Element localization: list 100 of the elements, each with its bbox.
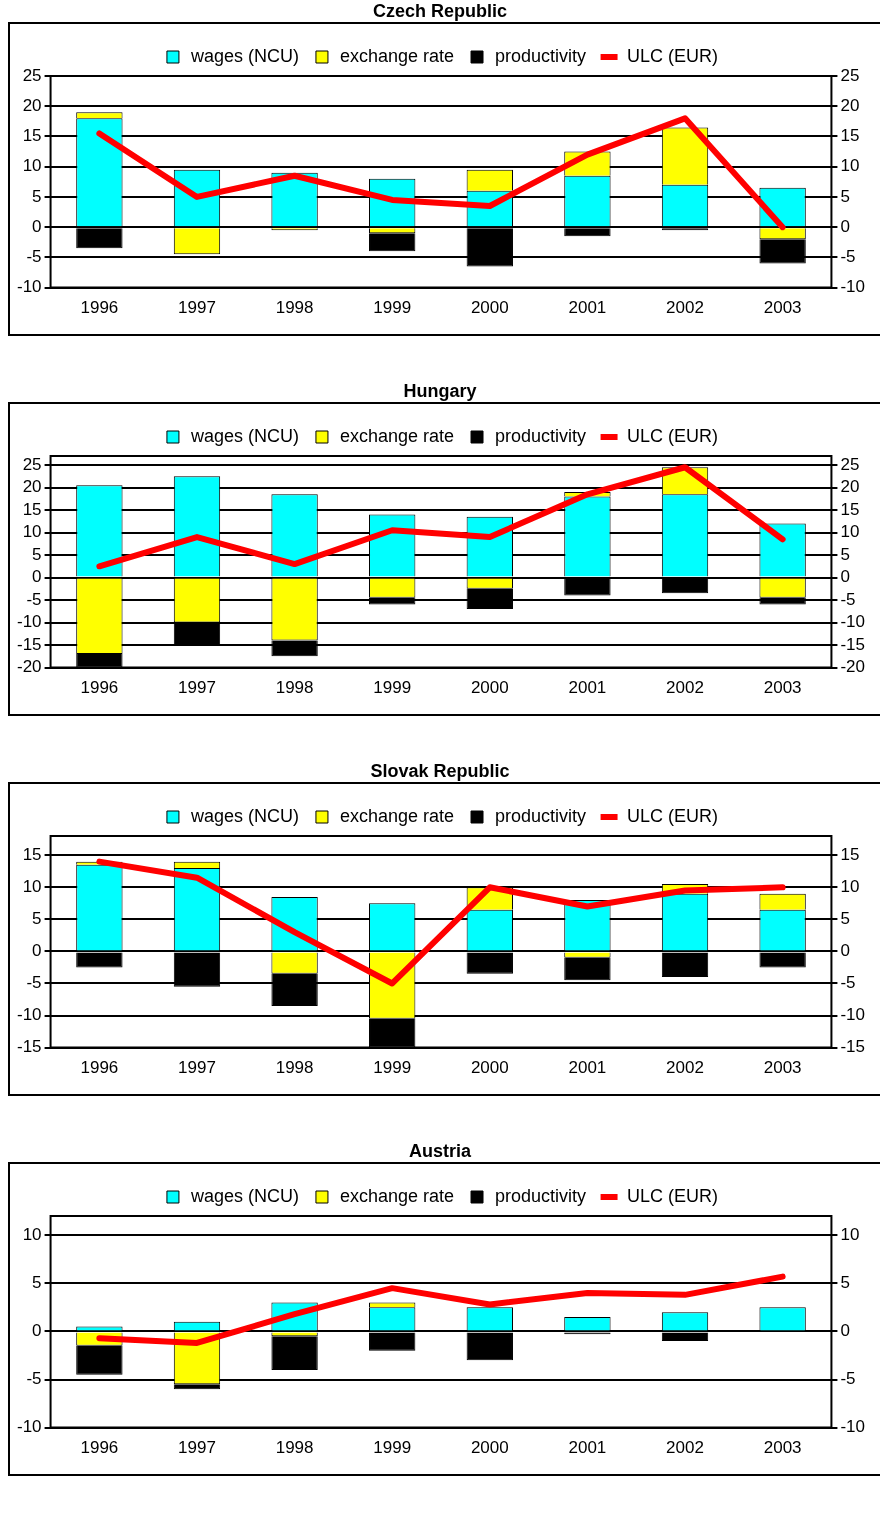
x-tick-label: 1997 [178,1058,216,1078]
x-tick-label: 2002 [666,678,704,698]
x-tick-label: 2002 [666,298,704,318]
y2-tick-label: 10 [840,876,860,896]
y2-tick-label: -10 [840,1417,866,1437]
legend-label: ULC (EUR) [627,425,719,446]
x-tick-label: 2003 [763,298,802,318]
legend-label: ULC (EUR) [627,1185,719,1206]
legend-label: ULC (EUR) [627,45,719,66]
x-tick-label: 2000 [470,1058,509,1078]
y2-tick-label: 0 [840,216,850,236]
y2-tick-label: 0 [840,1321,850,1341]
legend-label: ULC (EUR) [627,805,719,826]
x-tick-label: 1998 [275,298,314,318]
x-tick-label: 1996 [80,1058,119,1078]
chart-title: Slovak Republic [369,760,511,782]
y-tick-label: 10 [22,156,42,176]
y2-tick-label: 20 [840,477,860,497]
x-tick-label: 1997 [178,298,216,318]
y2-tick-label: -5 [840,973,856,993]
y-tick-label: -20 [16,657,42,677]
legend-label: exchange rate [339,45,455,66]
y-tick-label: 15 [22,844,42,864]
y-tick-label: -10 [16,612,42,632]
y-tick-label: -15 [16,1037,42,1057]
y-tick-label: 10 [22,1224,42,1244]
legend-label: exchange rate [339,425,455,446]
x-tick-label: 2000 [470,298,509,318]
x-tick-label: 2003 [763,678,802,698]
y2-tick-label: -10 [840,1005,866,1025]
y-tick-label: 0 [32,567,42,587]
x-tick-label: 2003 [763,1058,802,1078]
x-tick-label: 1997 [178,1438,216,1458]
y-tick-label: -10 [16,277,42,297]
legend-label: wages (NCU) [189,1185,299,1206]
y2-tick-label: 20 [840,95,860,115]
legend-label: wages (NCU) [189,425,299,446]
y-tick-label: 20 [22,95,42,115]
x-tick-label: 1996 [80,298,119,318]
y-tick-label: 10 [22,522,42,542]
y2-tick-label: -5 [840,589,856,609]
y-tick-label: -5 [26,1369,42,1389]
y2-tick-label: -15 [840,1037,866,1057]
x-tick-label: 2003 [763,1438,802,1458]
y2-tick-label: 15 [840,499,860,519]
x-tick-label: 1996 [80,1438,119,1458]
y2-tick-label: 5 [840,544,850,564]
x-tick-label: 2001 [568,1438,607,1458]
legend-label: wages (NCU) [189,45,299,66]
y2-tick-label: 0 [840,567,850,587]
x-tick-label: 1999 [373,298,412,318]
y-tick-label: 5 [32,186,42,206]
y-tick-label: -5 [26,247,42,267]
y2-tick-label: 15 [840,844,860,864]
x-tick-label: 2000 [470,678,509,698]
y-tick-label: 5 [32,909,42,929]
y2-tick-label: 10 [840,1224,860,1244]
y-tick-label: -5 [26,589,42,609]
y2-tick-label: 5 [840,186,850,206]
y-tick-label: -5 [26,973,42,993]
y2-tick-label: -15 [840,634,866,654]
y-tick-label: -10 [16,1417,42,1437]
y-tick-label: 10 [22,876,42,896]
x-tick-label: 2001 [568,678,607,698]
x-tick-label: 2000 [470,1438,509,1458]
y2-tick-label: -5 [840,1369,856,1389]
y-tick-label: -10 [16,1005,42,1025]
x-tick-label: 1999 [373,1438,412,1458]
y-tick-label: 25 [22,65,42,85]
legend-label: exchange rate [339,1185,455,1206]
y2-tick-label: -5 [840,247,856,267]
y2-tick-label: 25 [840,454,860,474]
y-tick-label: 0 [32,216,42,236]
chart-title: Hungary [402,380,478,402]
legend-label: productivity [495,425,587,446]
legend-label: wages (NCU) [189,805,299,826]
y-tick-label: 5 [32,1273,42,1293]
x-tick-label: 1999 [373,678,412,698]
x-tick-label: 2002 [666,1438,704,1458]
x-tick-label: 1996 [80,678,119,698]
x-tick-label: 1998 [275,1438,314,1458]
x-tick-label: 1998 [275,678,314,698]
x-tick-label: 2001 [568,1058,607,1078]
y2-tick-label: -20 [840,657,866,677]
x-tick-label: 1999 [373,1058,412,1078]
y2-tick-label: 0 [840,941,850,961]
y-tick-label: 5 [32,544,42,564]
x-tick-label: 2002 [666,1058,704,1078]
legend-label: productivity [495,45,587,66]
legend-label: productivity [495,1185,587,1206]
x-tick-label: 1997 [178,678,216,698]
y-tick-label: 15 [22,499,42,519]
x-tick-label: 1998 [275,1058,314,1078]
y2-tick-label: 5 [840,909,850,929]
y-tick-label: 15 [22,126,42,146]
x-tick-label: 2001 [568,298,607,318]
y2-tick-label: 15 [840,126,860,146]
y2-tick-label: -10 [840,612,866,632]
y2-tick-label: 25 [840,65,860,85]
chart-title: Austria [408,1140,472,1162]
